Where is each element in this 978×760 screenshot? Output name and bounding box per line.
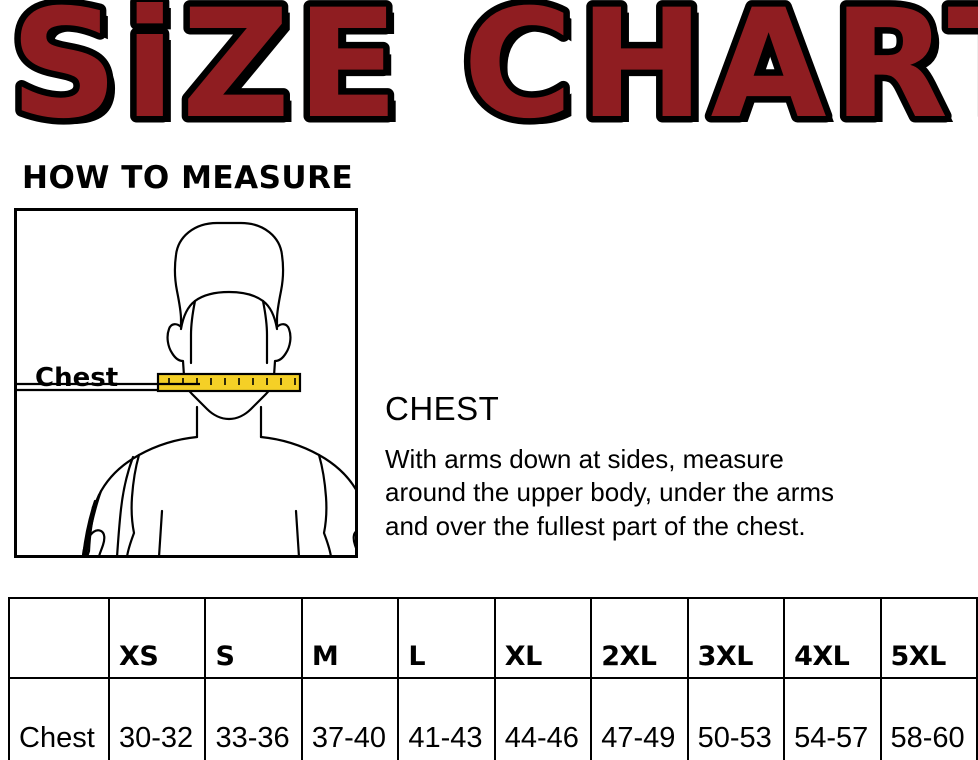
size-header-3xl: 3XL (686, 597, 786, 679)
page-title: SiZE CHART SiZE CHART (0, 0, 978, 152)
male-torso-outline-icon (17, 221, 355, 555)
page-title-shadow: SiZE CHART (18, 0, 978, 152)
chest-label: Chest (35, 363, 119, 393)
chest-value-2xl: 47-49 (590, 677, 689, 760)
size-header-5xl: 5XL (879, 597, 978, 679)
chest-value-m: 37-40 (300, 677, 400, 760)
chest-value-xs: 30-32 (107, 677, 207, 760)
size-header-4xl: 4XL (783, 597, 882, 679)
chest-description-heading: CHEST (385, 390, 500, 427)
row-label-chest: Chest (8, 677, 110, 760)
chest-value-3xl: 50-53 (686, 677, 786, 760)
size-header-s: S (204, 597, 303, 679)
chest-value-4xl: 54-57 (783, 677, 882, 760)
size-header-m: M (300, 597, 400, 679)
table-row: Chest 30-32 33-36 37-40 41-43 44-46 47-4… (8, 677, 978, 760)
chest-value-l: 41-43 (397, 677, 496, 760)
size-header-xs: XS (107, 597, 207, 679)
chest-value-xl: 44-46 (493, 677, 593, 760)
size-table-body: Chest 30-32 33-36 37-40 41-43 44-46 47-4… (8, 677, 978, 760)
chest-description-line-3: and over the fullest part of the chest. (385, 510, 806, 541)
how-to-measure-heading: HOW TO MEASURE (22, 160, 354, 196)
chest-value-5xl: 58-60 (879, 677, 978, 760)
size-table: XS S M L XL 2XL 3XL 4XL 5XL Chest 30-32 … (8, 597, 978, 760)
size-header-2xl: 2XL (590, 597, 689, 679)
measuring-tape-icon (156, 372, 302, 393)
chest-description-block: CHEST With arms down at sides, measure a… (385, 392, 965, 543)
size-table-corner-cell (8, 597, 110, 679)
chest-value-s: 33-36 (204, 677, 303, 760)
chest-description-line-2: around the upper body, under the arms (385, 477, 835, 508)
size-table-header-row: XS S M L XL 2XL 3XL 4XL 5XL (8, 597, 978, 679)
page-title-text: SiZE CHART (10, 0, 978, 152)
chest-description-line-1: With arms down at sides, measure (385, 444, 784, 474)
size-header-xl: XL (493, 597, 593, 679)
size-table-head: XS S M L XL 2XL 3XL 4XL 5XL (8, 597, 978, 679)
size-header-l: L (397, 597, 496, 679)
chest-leader-line-extension (14, 382, 200, 386)
chest-description-text: With arms down at sides, measure around … (385, 443, 965, 543)
